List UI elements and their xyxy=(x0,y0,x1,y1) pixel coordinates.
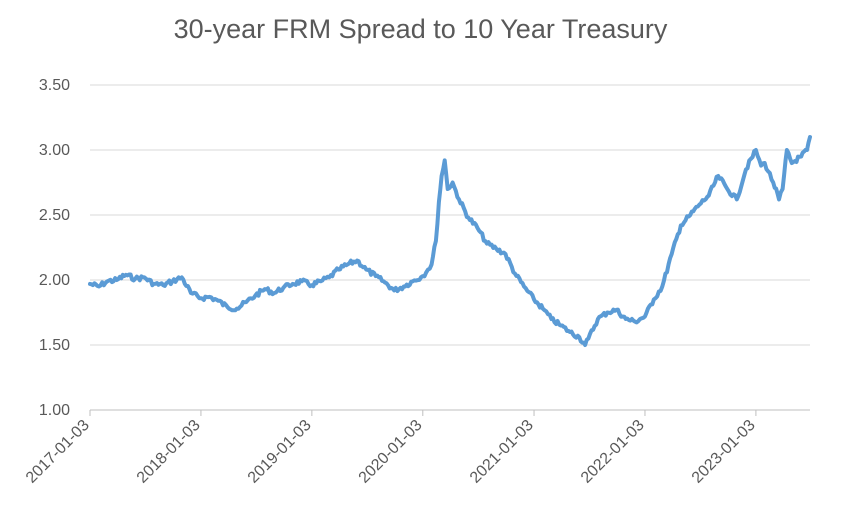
y-tick-label: 2.50 xyxy=(39,207,70,224)
gridlines xyxy=(90,84,810,346)
axes xyxy=(89,409,810,416)
series-group xyxy=(88,135,812,347)
x-tick-label: 2022-01-03 xyxy=(578,417,648,487)
chart-title: 30-year FRM Spread to 10 Year Treasury xyxy=(173,14,668,44)
x-tick-label: 2019-01-03 xyxy=(245,417,315,487)
x-tick-label: 2023-01-03 xyxy=(689,417,759,487)
y-tick-label: 1.00 xyxy=(39,402,70,419)
x-tick-labels: 2017-01-03 2018-01-03 2019-01-03 2020-01-03… xyxy=(23,417,759,487)
y-tick-label: 2.00 xyxy=(39,272,70,289)
x-tick-label: 2021-01-03 xyxy=(467,417,537,487)
y-tick-label: 3.00 xyxy=(39,142,70,159)
y-tick-labels: 1.00 1.50 2.00 2.50 3.00 3.50 xyxy=(39,77,70,419)
y-tick-label: 3.50 xyxy=(39,77,70,94)
x-tick-label: 2020-01-03 xyxy=(356,417,426,487)
x-tick-label: 2018-01-03 xyxy=(134,417,204,487)
y-tick-label: 1.50 xyxy=(39,337,70,354)
x-tick-label: 2017-01-03 xyxy=(23,417,93,487)
series-line xyxy=(88,135,812,347)
